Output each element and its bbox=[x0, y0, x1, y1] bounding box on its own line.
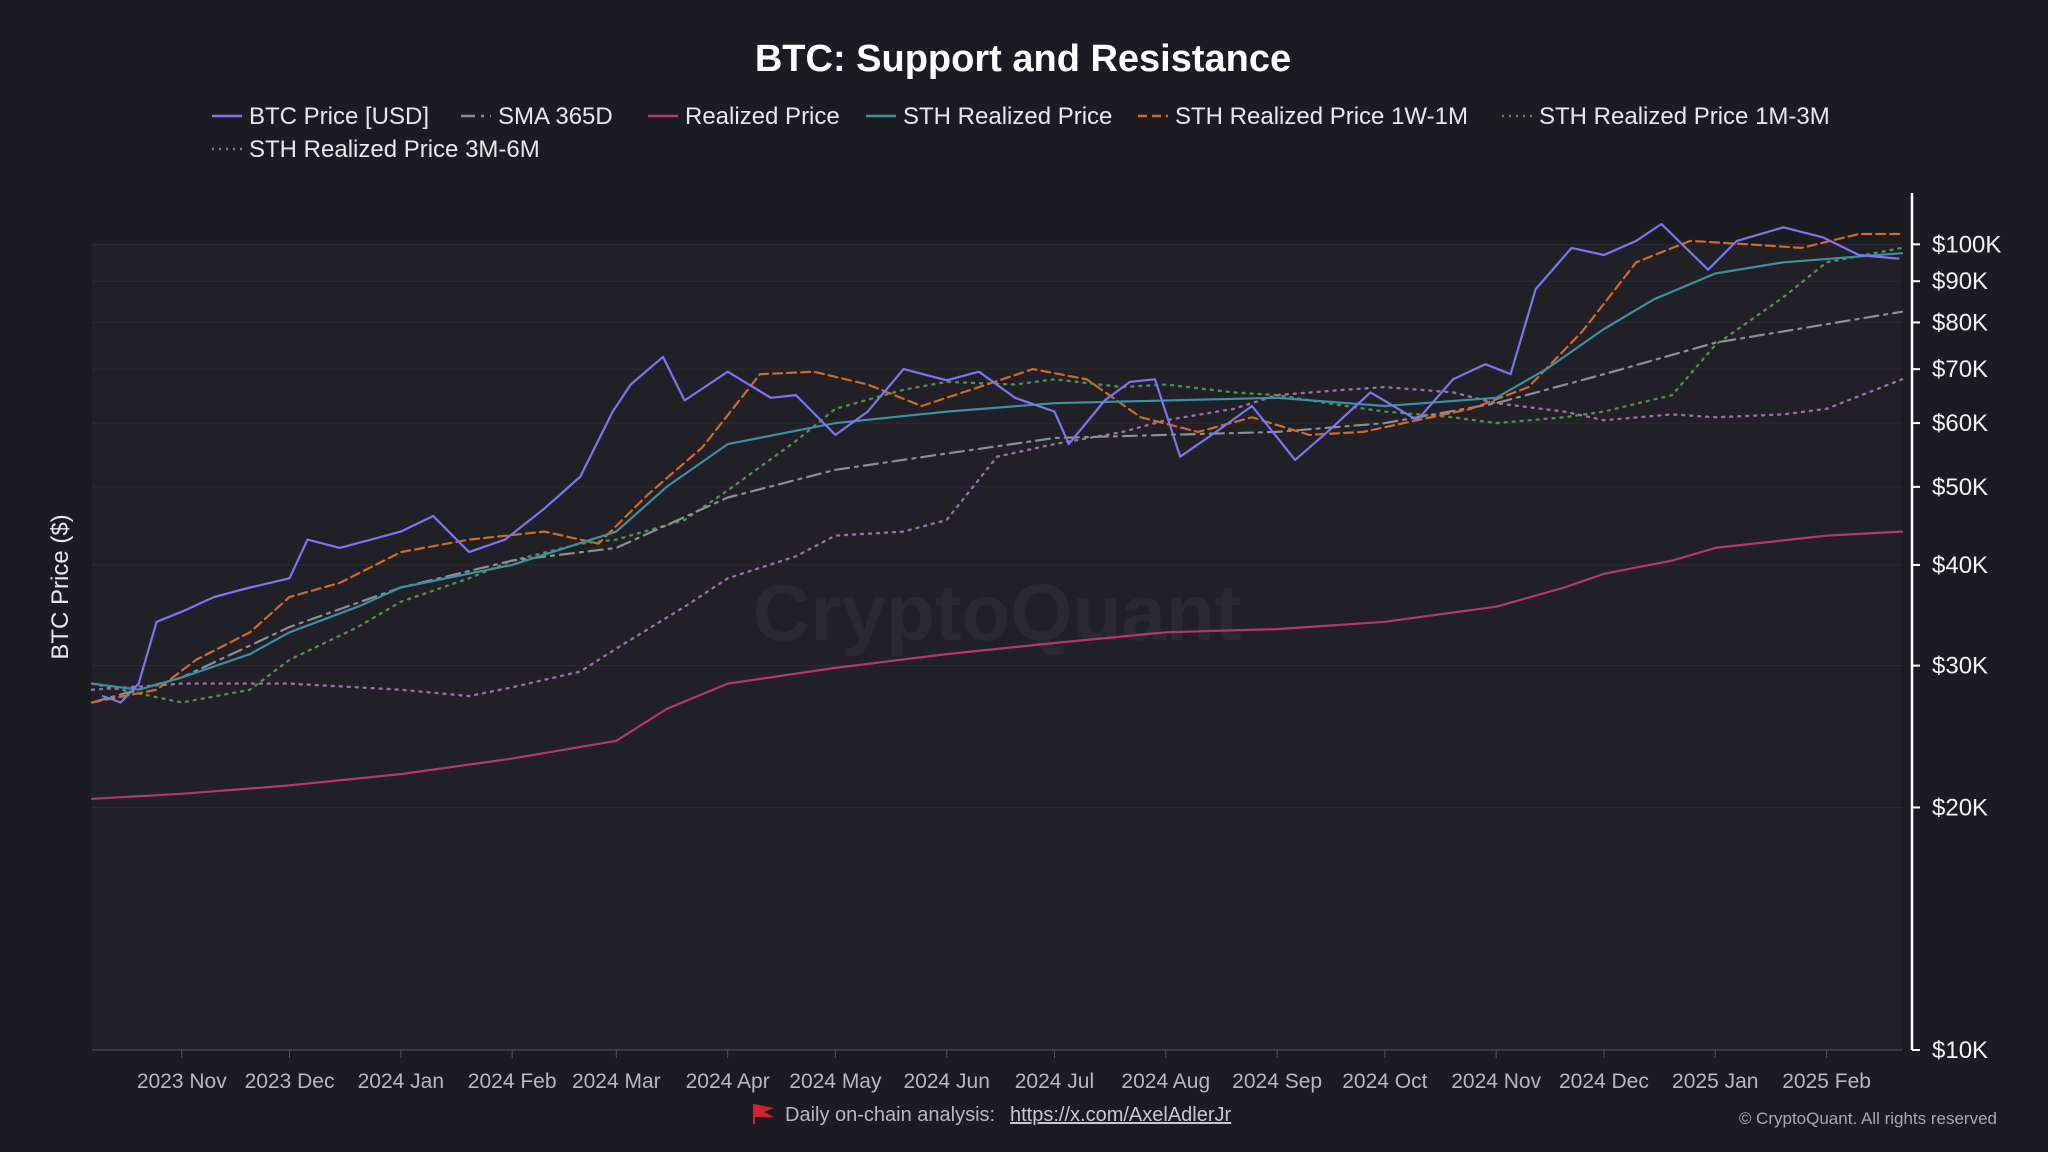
copyright-text: © CryptoQuant. All rights reserved bbox=[1739, 1109, 1997, 1128]
y-ticks: $100K $90K $80K $70K $60K $50K $40K $30K $20K $10… bbox=[1912, 231, 2001, 1064]
y-tick-label: $50K bbox=[1932, 474, 1988, 501]
x-tick-label: 2023 Nov bbox=[137, 1070, 227, 1093]
x-tick-label: 2024 Aug bbox=[1121, 1070, 1210, 1093]
x-tick-label: 2024 Nov bbox=[1451, 1070, 1541, 1093]
series-group bbox=[90, 222, 1904, 800]
y-tick-label: $90K bbox=[1932, 268, 1988, 295]
y-tick-label: $60K bbox=[1932, 410, 1988, 437]
x-tick-label: 2024 Jul bbox=[1015, 1070, 1094, 1093]
series-line-btc-price-usd- bbox=[101, 222, 1900, 704]
series-line-sma-365d bbox=[90, 310, 1904, 704]
x-tick-label: 2024 Feb bbox=[468, 1070, 557, 1093]
legend-label[interactable]: STH Realized Price 1W-1M bbox=[1175, 103, 1468, 130]
series-line-sth-realized-price-1m-3m bbox=[90, 246, 1904, 704]
legend-label[interactable]: STH Realized Price 3M-6M bbox=[249, 136, 540, 163]
watermark: CryptoQuant bbox=[753, 568, 1242, 657]
chart-title: BTC: Support and Resistance bbox=[755, 38, 1291, 80]
legend-label[interactable]: SMA 365D bbox=[498, 103, 613, 130]
plot-area bbox=[92, 245, 1902, 1050]
x-tick-label: 2025 Jan bbox=[1672, 1070, 1758, 1093]
footer: Daily on-chain analysis: https://x.com/A… bbox=[753, 1104, 1997, 1128]
x-tick-label: 2025 Feb bbox=[1782, 1070, 1871, 1093]
footer-link[interactable]: https://x.com/AxelAdlerJr bbox=[1010, 1104, 1232, 1126]
x-tick-label: 2024 Oct bbox=[1342, 1070, 1427, 1093]
series-line-sth-realized-price-1w-1m bbox=[90, 232, 1904, 704]
y-tick-label: $70K bbox=[1932, 356, 1988, 383]
y-tick-label: $10K bbox=[1932, 1037, 1988, 1064]
x-tick-label: 2024 Dec bbox=[1559, 1070, 1649, 1093]
x-tick-label: 2024 Apr bbox=[686, 1070, 770, 1093]
y-tick-label: $100K bbox=[1932, 231, 2001, 258]
y-tick-label: $80K bbox=[1932, 309, 1988, 336]
gridlines bbox=[92, 243, 1902, 808]
x-tick-label: 2024 Sep bbox=[1232, 1070, 1322, 1093]
legend-label[interactable]: Realized Price bbox=[685, 103, 840, 130]
series-line-sth-realized-price bbox=[90, 252, 1904, 691]
x-tick-label: 2024 Jun bbox=[904, 1070, 990, 1093]
x-ticks: 2023 Nov 2023 Dec 2024 Jan 2024 Feb 2024 Mar… bbox=[137, 1050, 1871, 1093]
y-tick-label: $30K bbox=[1932, 653, 1988, 680]
flag-icon bbox=[753, 1104, 774, 1124]
footer-text: Daily on-chain analysis: bbox=[785, 1104, 995, 1126]
y-tick-label: $40K bbox=[1932, 552, 1988, 579]
y-tick-label: $20K bbox=[1932, 794, 1988, 821]
legend-label[interactable]: BTC Price [USD] bbox=[249, 103, 429, 130]
x-tick-label: 2023 Dec bbox=[245, 1070, 335, 1093]
x-tick-label: 2024 Mar bbox=[572, 1070, 661, 1093]
series-line-realized-price bbox=[90, 530, 1904, 800]
series-line-sth-realized-price-3m-6m bbox=[90, 378, 1904, 698]
y-axis-label: BTC Price ($) bbox=[47, 514, 74, 659]
x-tick-label: 2024 Jan bbox=[358, 1070, 444, 1093]
legend-label[interactable]: STH Realized Price 1M-3M bbox=[1539, 103, 1830, 130]
legend-label[interactable]: STH Realized Price bbox=[903, 103, 1112, 130]
legend: BTC Price [USD] SMA 365D Realized Price STH… bbox=[212, 103, 1830, 163]
x-tick-label: 2024 May bbox=[789, 1070, 882, 1093]
